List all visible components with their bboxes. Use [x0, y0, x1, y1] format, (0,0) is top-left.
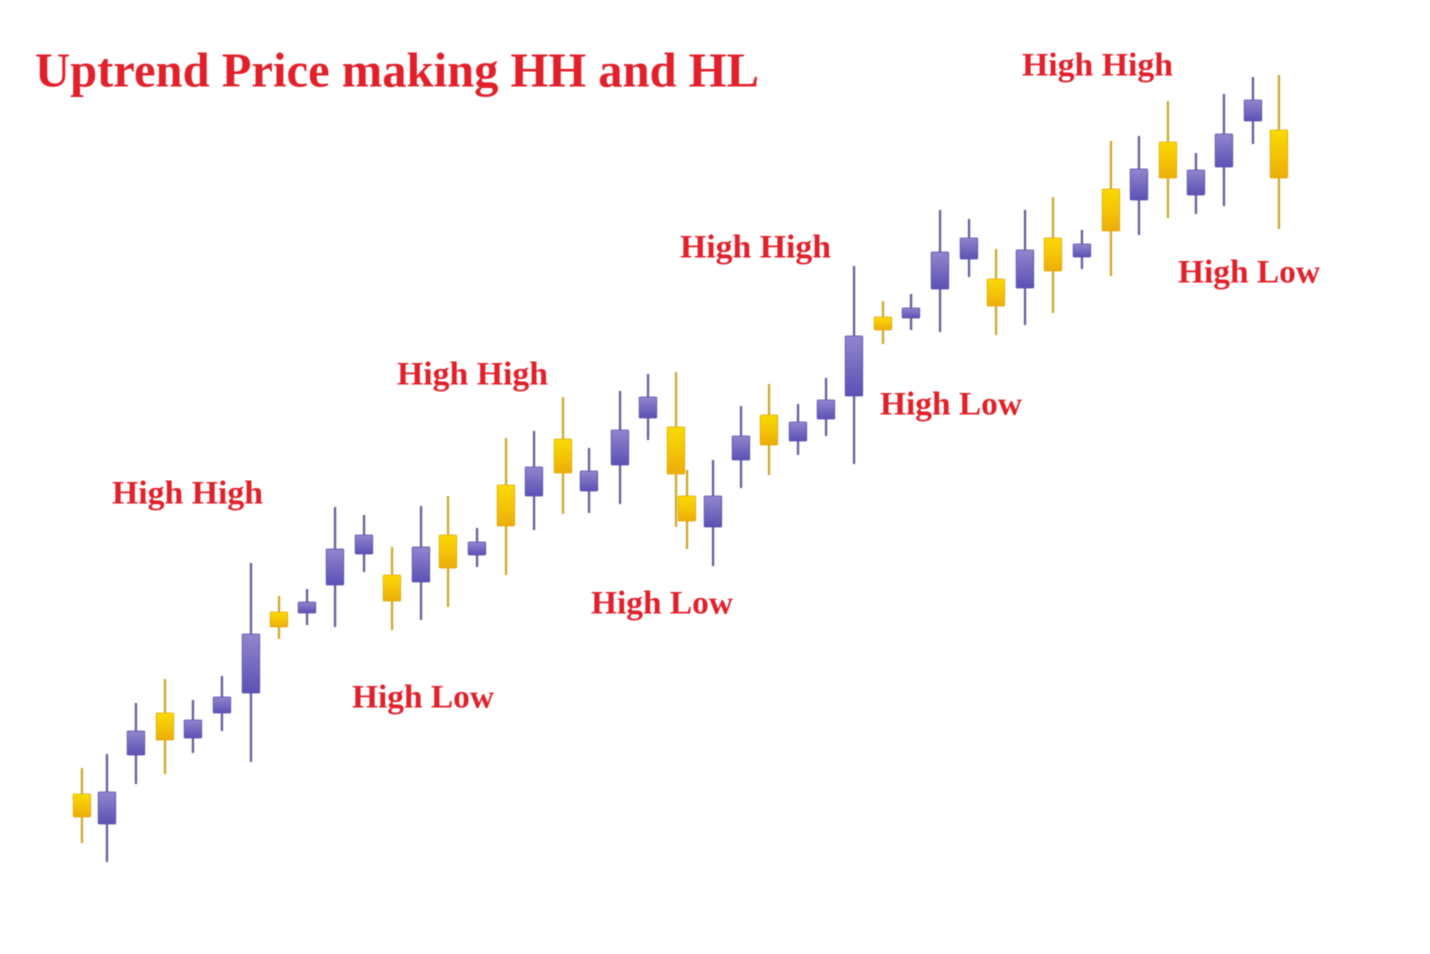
svg-text:High High: High High — [680, 230, 831, 266]
svg-text:High Low: High Low — [591, 586, 733, 622]
svg-text:High High: High High — [112, 476, 263, 512]
svg-text:High Low: High Low — [1178, 255, 1320, 291]
svg-text:High Low: High Low — [352, 680, 494, 716]
svg-text:Uptrend Price making HH and HL: Uptrend Price making HH and HL — [35, 43, 759, 98]
svg-text:High High: High High — [397, 357, 548, 393]
svg-text:High Low: High Low — [880, 387, 1022, 423]
svg-text:High High: High High — [1022, 48, 1173, 84]
